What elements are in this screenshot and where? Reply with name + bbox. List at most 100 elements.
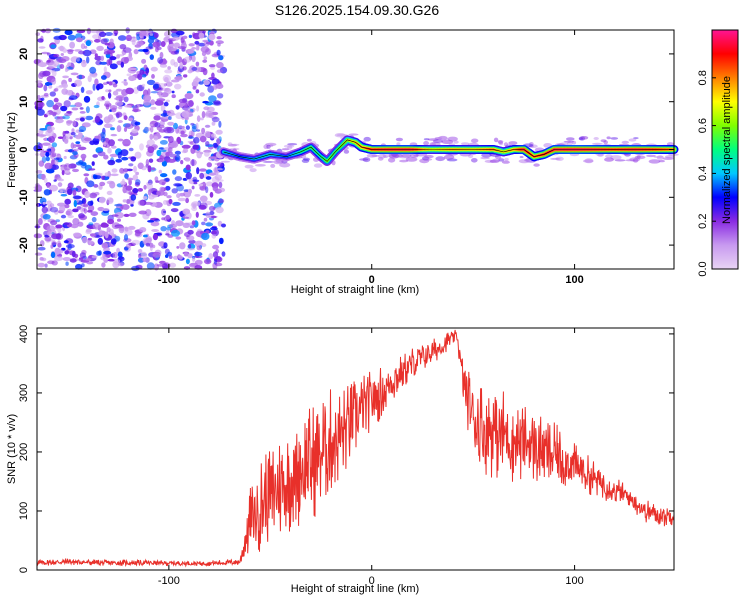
noise-blob xyxy=(65,261,69,266)
noise-blob xyxy=(38,46,46,49)
noise-blob xyxy=(139,227,147,233)
noise-blob xyxy=(55,86,63,89)
noise-blob xyxy=(140,251,148,259)
noise-blob xyxy=(181,144,191,149)
noise-blob xyxy=(202,100,209,104)
noise-blob xyxy=(201,243,207,248)
noise-blob xyxy=(37,38,44,43)
noise-blob xyxy=(216,49,221,56)
noise-blob xyxy=(208,156,217,159)
noise-blob xyxy=(190,122,195,126)
ridge-halo-blob xyxy=(584,158,594,164)
noise-blob xyxy=(118,105,123,110)
colorbar-ticks: 0.0 0.2 0.4 0.6 0.8 xyxy=(697,70,716,277)
noise-blob xyxy=(107,159,116,166)
noise-blob xyxy=(106,59,111,66)
noise-blob xyxy=(86,261,94,265)
ridge-halo-blob xyxy=(348,133,359,136)
noise-blob xyxy=(209,40,214,46)
noise-blob xyxy=(101,175,105,180)
noise-blob xyxy=(78,74,83,80)
noise-blob xyxy=(195,61,200,67)
noise-blob xyxy=(88,240,94,245)
noise-blob xyxy=(132,188,139,194)
noise-blob xyxy=(36,108,45,116)
noise-blob xyxy=(93,184,99,188)
noise-blob xyxy=(156,126,163,131)
noise-blob xyxy=(46,125,53,134)
ridge-halo-blob xyxy=(446,158,458,162)
noise-blob xyxy=(65,210,71,216)
noise-blob xyxy=(51,241,57,246)
y-tick-label: -10 xyxy=(18,189,30,205)
noise-blob xyxy=(164,30,172,38)
noise-blob xyxy=(59,205,66,213)
noise-blob xyxy=(83,95,91,103)
noise-blob xyxy=(108,81,113,86)
noise-blob xyxy=(204,130,211,138)
ridge-halo-blob xyxy=(279,162,291,168)
noise-blob xyxy=(203,79,210,86)
noise-blob xyxy=(73,200,78,208)
noise-blob xyxy=(123,213,130,217)
noise-blob xyxy=(49,184,58,192)
ridge-halo-blob xyxy=(632,158,639,163)
noise-blob xyxy=(48,85,53,89)
ridge-halo-blob xyxy=(443,154,455,160)
noise-blob xyxy=(180,130,185,135)
ridge-halo-blob xyxy=(441,139,454,144)
x-tick-label: 0 xyxy=(369,274,375,286)
noise-blob xyxy=(160,226,167,232)
noise-blob xyxy=(51,78,57,85)
noise-blob xyxy=(194,259,203,265)
noise-blob xyxy=(70,132,76,136)
noise-blob xyxy=(150,221,160,227)
noise-blob xyxy=(156,190,165,196)
noise-blob xyxy=(45,151,50,157)
noise-blob xyxy=(112,83,118,88)
noise-blob xyxy=(211,72,215,79)
spectrogram-ridge-layer xyxy=(219,133,679,173)
noise-blob xyxy=(182,66,187,71)
noise-blob xyxy=(194,40,200,45)
x-tick-label: -100 xyxy=(158,575,180,587)
noise-blob xyxy=(168,198,173,205)
noise-blob xyxy=(150,106,157,110)
noise-blob xyxy=(151,229,160,232)
noise-blob xyxy=(54,159,59,166)
noise-blob xyxy=(173,182,182,187)
noise-blob xyxy=(206,162,212,168)
ridge-halo-blob xyxy=(363,136,371,142)
noise-blob xyxy=(104,100,110,105)
noise-blob xyxy=(165,99,170,103)
noise-blob xyxy=(43,84,48,92)
noise-blob xyxy=(60,214,67,219)
noise-blob xyxy=(192,179,200,183)
noise-blob xyxy=(199,151,204,155)
noise-blob xyxy=(179,62,184,69)
noise-blob xyxy=(183,252,189,257)
noise-blob xyxy=(147,189,152,196)
noise-blob xyxy=(189,225,195,229)
noise-blob xyxy=(221,251,226,257)
noise-blob xyxy=(39,102,45,108)
noise-blob xyxy=(115,212,124,219)
noise-blob xyxy=(191,66,198,71)
noise-blob xyxy=(203,217,208,222)
noise-blob xyxy=(60,53,64,56)
noise-blob xyxy=(38,62,47,68)
noise-blob xyxy=(135,179,141,186)
noise-blob xyxy=(72,232,82,237)
noise-blob xyxy=(64,29,73,36)
snr-background xyxy=(37,328,674,570)
noise-blob xyxy=(43,177,48,184)
noise-blob xyxy=(115,225,125,229)
noise-blob xyxy=(195,89,200,94)
noise-blob xyxy=(112,33,116,36)
noise-blob xyxy=(143,184,147,190)
noise-blob xyxy=(155,46,159,53)
snr-x-axis-label: Height of straight line (km) xyxy=(291,583,419,595)
noise-blob xyxy=(111,145,117,149)
noise-blob xyxy=(200,117,204,121)
noise-blob xyxy=(88,168,96,171)
